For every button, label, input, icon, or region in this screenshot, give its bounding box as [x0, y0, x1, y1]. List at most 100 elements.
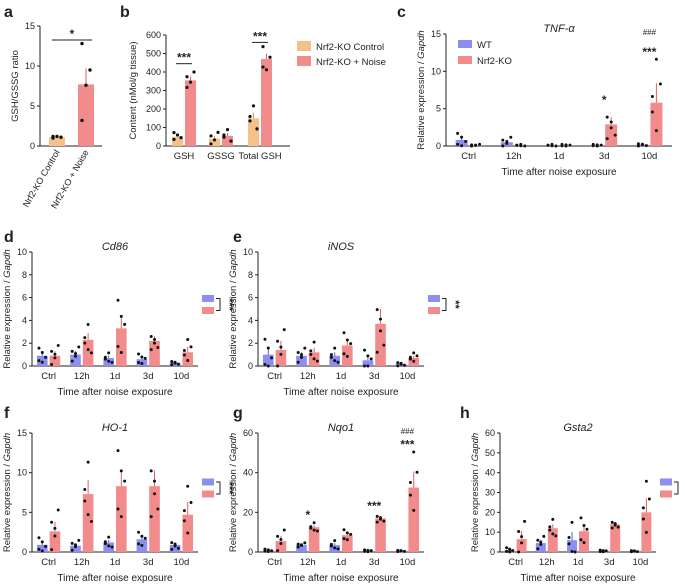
h-bar-ko [547, 528, 558, 552]
d-x-tick-label: Ctrl [41, 371, 56, 382]
c-data-point [505, 140, 509, 144]
e-data-point [266, 364, 270, 368]
d-legend-swatch-wt [202, 295, 214, 302]
c-bar-ko [650, 102, 663, 146]
e-legend-swatch-ko [428, 307, 440, 314]
h-data-point [570, 550, 574, 554]
h-data-point [601, 549, 605, 553]
panel-letter-h: h [460, 405, 470, 422]
c-data-point [650, 94, 654, 98]
g-x-tick-label: Ctrl [267, 557, 282, 568]
d-y-title: Relative expression / Gapdh [2, 249, 13, 368]
e-data-point [333, 359, 337, 363]
a-bar [78, 84, 94, 146]
g-y-tick-label: 20 [243, 507, 253, 517]
g-data-point [412, 508, 416, 512]
h-data-point [508, 550, 512, 554]
b-data-point [225, 128, 230, 132]
h-data-point [610, 520, 614, 524]
e-data-point [309, 353, 313, 357]
g-bar-ko [375, 518, 386, 552]
h-y-tick-label: 50 [485, 448, 495, 458]
d-legend-sig: *** [223, 298, 235, 312]
h-data-point [641, 517, 645, 521]
h-data-point [520, 535, 524, 539]
b-data-point [212, 138, 217, 142]
h-gene-title: Gsta2 [563, 422, 592, 434]
d-data-point [182, 353, 186, 357]
g-data-point [282, 528, 286, 532]
f-data-point [156, 507, 160, 511]
e-data-point [375, 308, 379, 312]
d-data-point [70, 349, 74, 353]
d-bar-ko [82, 339, 94, 366]
f-y-tick-label: 5 [22, 507, 27, 517]
b-data-point [175, 133, 180, 137]
f-y-title-gene: Gapdh [2, 433, 13, 462]
h-data-point [548, 528, 552, 532]
c-data-point [654, 129, 658, 133]
e-y-title-prefix: Relative expression / [228, 278, 239, 369]
d-data-point [137, 352, 141, 356]
e-data-point [412, 351, 416, 355]
c-y-tick-label: 0 [436, 141, 441, 151]
f-data-point [103, 540, 107, 544]
panel-b-chart: 0 100 200 300 400 500 600 GSH GSSG Total GSH *** **… [128, 29, 290, 162]
c-bar-ko [605, 124, 618, 146]
h-legend-swatch-wt [660, 478, 672, 486]
b-sig-star: *** [253, 29, 267, 43]
h-data-point [573, 550, 577, 554]
f-data-point [37, 536, 41, 540]
h-data-point [613, 523, 617, 527]
d-data-point [70, 359, 74, 363]
h-data-point [505, 549, 509, 553]
h-data-point [579, 538, 583, 542]
f-bar-ko [82, 494, 94, 552]
h-data-point [570, 520, 574, 524]
f-x-title: Time after noise exposure [57, 573, 173, 584]
g-data-point [276, 534, 280, 538]
f-data-point [53, 526, 57, 530]
panel-letter-f: f [4, 405, 10, 422]
f-bar-wt [70, 545, 81, 552]
e-data-point [299, 353, 303, 357]
g-bar-ko [308, 527, 320, 552]
c-x-tick-label: Ctrl [461, 151, 476, 162]
c-y-title-prefix: Relative expression / [416, 59, 427, 150]
c-data-point [636, 144, 640, 148]
g-sig-star: * [305, 508, 310, 522]
d-data-point [53, 356, 57, 360]
e-data-point [303, 346, 307, 350]
e-bar-wt [362, 360, 374, 366]
h-y-tick-label: 30 [485, 488, 495, 498]
g-bar-ko [275, 541, 287, 552]
f-data-point [56, 508, 60, 512]
f-data-point [107, 535, 111, 539]
h-y-tick-label: 40 [485, 468, 495, 478]
g-data-point [309, 525, 313, 529]
e-data-point [333, 346, 337, 350]
d-legend-bracket [216, 298, 221, 311]
e-y-tick-label: 2 [248, 338, 253, 348]
d-bar-ko [149, 340, 160, 366]
g-data-point [312, 521, 316, 525]
c-data-point [564, 143, 568, 147]
e-x-title: Time after noise exposure [283, 387, 399, 398]
f-x-tick-label: 12h [74, 557, 90, 568]
d-data-point [50, 349, 54, 353]
d-data-point [119, 350, 123, 354]
e-y-tick-label: 4 [248, 315, 253, 325]
f-bar-wt [36, 544, 48, 552]
d-y-tick-label: 10 [17, 247, 27, 257]
h-y-tick-label: 10 [485, 527, 495, 537]
e-data-point [349, 342, 353, 346]
g-data-point [408, 480, 412, 484]
d-y-tick-label: 6 [22, 293, 27, 303]
f-data-point [70, 541, 74, 545]
h-x-tick-label: 10d [632, 557, 648, 568]
g-data-point [303, 541, 307, 545]
b-y-tick-label: 200 [146, 104, 161, 114]
f-data-point [40, 549, 44, 553]
f-data-point [137, 542, 141, 546]
